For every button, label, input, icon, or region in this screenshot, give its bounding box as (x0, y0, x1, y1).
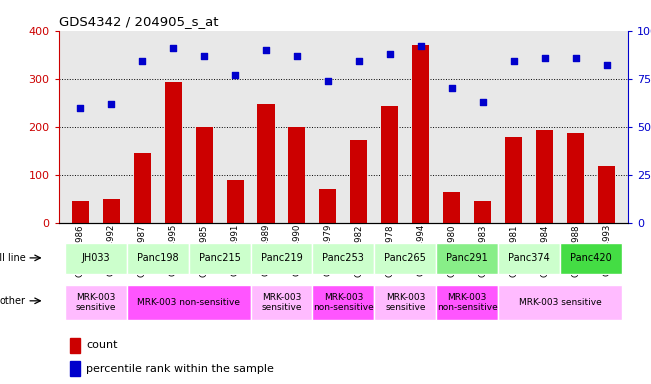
Point (137, 58, 147, 65)
Bar (498, 243, 560, 274)
Point (75, 104, 85, 111)
Bar (103, 199, 120, 223)
Bar (312, 243, 374, 274)
Bar (251, 285, 312, 320)
Text: GDS4342 / 204905_s_at: GDS4342 / 204905_s_at (59, 15, 218, 28)
Text: Panc291: Panc291 (447, 253, 488, 263)
Bar (312, 285, 374, 320)
Point (261, 47, 271, 53)
Bar (72, 201, 89, 223)
Text: MRK-003
non-sensitive: MRK-003 non-sensitive (313, 293, 374, 312)
Bar (65, 285, 127, 320)
Text: Panc198: Panc198 (137, 253, 178, 263)
Text: cell line: cell line (0, 253, 26, 263)
Text: other: other (0, 296, 26, 306)
Bar (505, 137, 522, 223)
Text: MRK-003
non-sensitive: MRK-003 non-sensitive (437, 293, 497, 312)
Bar (320, 189, 337, 223)
Bar (474, 200, 492, 223)
Point (292, 53, 302, 59)
Point (353, 58, 364, 65)
Text: Panc219: Panc219 (260, 253, 302, 263)
Text: Panc265: Panc265 (384, 253, 426, 263)
Bar (65, 243, 127, 274)
Point (168, 45, 178, 51)
Point (323, 78, 333, 84)
Point (106, 101, 117, 107)
Point (570, 55, 581, 61)
Text: Panc253: Panc253 (322, 253, 365, 263)
Bar (567, 134, 584, 223)
Bar (443, 192, 460, 223)
Bar (258, 104, 275, 223)
Bar (70, 361, 80, 376)
Text: Panc374: Panc374 (508, 253, 550, 263)
Text: JH033: JH033 (81, 253, 110, 263)
Text: percentile rank within the sample: percentile rank within the sample (86, 364, 274, 374)
Bar (251, 243, 312, 274)
Bar (498, 285, 622, 320)
Point (540, 55, 550, 61)
Point (447, 85, 457, 91)
Bar (165, 82, 182, 223)
Bar (560, 243, 622, 274)
Bar (598, 166, 615, 223)
Point (385, 51, 395, 57)
Point (415, 43, 426, 49)
Bar (133, 153, 150, 223)
Bar (436, 285, 498, 320)
Text: MRK-003
sensitive: MRK-003 sensitive (261, 293, 301, 312)
Bar (288, 127, 305, 223)
Point (199, 53, 210, 59)
Bar (189, 243, 251, 274)
Bar (127, 243, 189, 274)
Bar (227, 180, 243, 223)
Text: MRK-003
sensitive: MRK-003 sensitive (385, 293, 426, 312)
Bar (412, 45, 429, 223)
Point (602, 62, 612, 68)
Text: MRK-003
sensitive: MRK-003 sensitive (76, 293, 116, 312)
Bar (436, 243, 498, 274)
Text: MRK-003 non-sensitive: MRK-003 non-sensitive (137, 298, 240, 307)
Point (477, 99, 488, 105)
Point (508, 58, 519, 65)
Text: MRK-003 sensitive: MRK-003 sensitive (519, 298, 602, 307)
Bar (127, 285, 251, 320)
Bar (374, 243, 436, 274)
Text: Panc215: Panc215 (199, 253, 240, 263)
Bar (381, 106, 398, 223)
Bar (195, 127, 213, 223)
Bar (374, 285, 436, 320)
Point (230, 72, 240, 78)
Bar (350, 140, 367, 223)
Bar (70, 338, 80, 353)
Text: Panc420: Panc420 (570, 253, 612, 263)
Bar (536, 130, 553, 223)
Text: count: count (86, 340, 117, 350)
